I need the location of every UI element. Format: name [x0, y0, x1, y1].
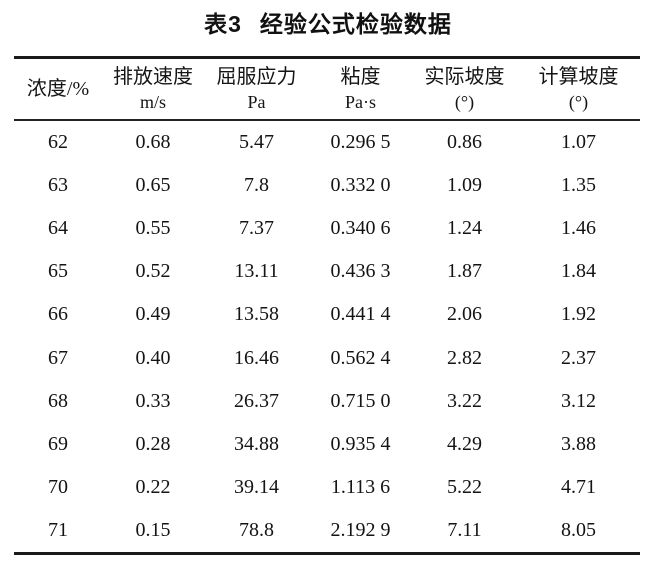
table-row: 64 0.55 7.37 0.340 6 1.24 1.46: [14, 207, 640, 250]
column-unit: Pa·s: [345, 91, 376, 112]
header-cell-calculated-slope: 计算坡度 (°): [517, 66, 640, 112]
table-cell: 3.12: [561, 389, 596, 412]
table-cell: 0.715 0: [330, 389, 391, 412]
table-body: 62 0.68 5.47 0.296 5 0.86 1.07 63 0.65 7.8 0.332 …: [14, 121, 640, 552]
table-cell: 5.22: [447, 475, 482, 498]
table-cell: 2.06: [447, 303, 482, 326]
table-cell: 1.24: [447, 217, 482, 240]
table-number: 表3: [204, 11, 242, 37]
table-cell: 0.86: [447, 131, 482, 154]
table-cell: 67: [48, 346, 68, 369]
column-label: 计算坡度: [538, 66, 619, 89]
table-cell: 13.58: [234, 303, 279, 326]
table-cell: 0.40: [135, 346, 171, 369]
table-cell: 78.8: [239, 518, 274, 541]
table-cell: 1.09: [447, 174, 482, 197]
column-unit: m/s: [139, 91, 166, 112]
column-label: 实际坡度: [424, 66, 505, 89]
table-cell: 0.49: [135, 303, 171, 326]
table-cell: 2.37: [561, 346, 596, 369]
table-cell: 7.11: [447, 518, 482, 541]
table-cell: 1.07: [561, 131, 596, 154]
table-cell: 16.46: [234, 346, 279, 369]
table-row: 68 0.33 26.37 0.715 0 3.22 3.12: [14, 380, 640, 423]
table-cell: 0.562 4: [330, 346, 391, 369]
table-row: 71 0.15 78.8 2.192 9 7.11 8.05: [14, 509, 640, 552]
table-cell: 0.28: [135, 432, 171, 455]
column-label: 浓度/%: [26, 77, 90, 100]
table-cell: 2.82: [447, 346, 482, 369]
table-row: 67 0.40 16.46 0.562 4 2.82 2.37: [14, 336, 640, 379]
data-table: 浓度/% 排放速度 m/s 屈服应力 Pa 粘度 Pa·s 实际坡度 (°) 计…: [14, 56, 640, 555]
table-cell: 1.46: [561, 217, 596, 240]
header-cell-actual-slope: 实际坡度 (°): [412, 66, 517, 112]
table-cell: 66: [48, 303, 68, 326]
table-cell: 0.340 6: [330, 217, 391, 240]
table-cell: 3.88: [561, 432, 596, 455]
table-cell: 70: [48, 475, 68, 498]
table-cell: 0.22: [135, 475, 171, 498]
table-header-row: 浓度/% 排放速度 m/s 屈服应力 Pa 粘度 Pa·s 实际坡度 (°) 计…: [14, 59, 640, 121]
table-cell: 69: [48, 432, 68, 455]
table-row: 69 0.28 34.88 0.935 4 4.29 3.88: [14, 423, 640, 466]
table-cell: 1.113 6: [330, 475, 391, 498]
table-cell: 13.11: [234, 260, 279, 283]
table-cell: 0.436 3: [330, 260, 391, 283]
table-cell: 65: [48, 260, 68, 283]
table-cell: 0.296 5: [330, 131, 391, 154]
table-cell: 71: [48, 518, 68, 541]
header-cell-discharge-velocity: 排放速度 m/s: [102, 66, 204, 112]
table-cell: 68: [48, 389, 68, 412]
column-label: 屈服应力: [216, 66, 297, 89]
table-cell: 0.935 4: [330, 432, 391, 455]
column-label: 排放速度: [113, 66, 193, 89]
table-cell: 7.8: [244, 174, 269, 197]
table-cell: 0.15: [135, 518, 171, 541]
table-row: 63 0.65 7.8 0.332 0 1.09 1.35: [14, 164, 640, 207]
table-row: 62 0.68 5.47 0.296 5 0.86 1.07: [14, 121, 640, 164]
column-unit: Pa: [247, 91, 266, 112]
table-cell: 1.84: [561, 260, 596, 283]
table-cell: 1.87: [447, 260, 482, 283]
table-cell: 62: [48, 131, 68, 154]
table-cell: 63: [48, 174, 68, 197]
table-row: 70 0.22 39.14 1.113 6 5.22 4.71: [14, 466, 640, 509]
column-unit: (°): [454, 91, 475, 112]
table-cell: 0.68: [135, 131, 171, 154]
table-cell: 1.92: [561, 303, 596, 326]
table-cell: 3.22: [447, 389, 482, 412]
table-cell: 0.65: [135, 174, 171, 197]
table-title: 表3 经验公式检验数据: [0, 0, 656, 37]
header-cell-yield-stress: 屈服应力 Pa: [204, 66, 309, 112]
table-cell: 4.29: [447, 432, 482, 455]
table-cell: 34.88: [234, 432, 279, 455]
table-cell: 0.55: [135, 217, 171, 240]
table-row: 66 0.49 13.58 0.441 4 2.06 1.92: [14, 293, 640, 336]
table-cell: 8.05: [561, 518, 596, 541]
column-label: 粘度: [340, 66, 381, 89]
table-cell: 26.37: [234, 389, 279, 412]
table-cell: 0.332 0: [330, 174, 391, 197]
table-cell: 64: [48, 217, 68, 240]
table-cell: 0.441 4: [330, 303, 391, 326]
table-cell: 0.52: [135, 260, 171, 283]
table-cell: 4.71: [561, 475, 596, 498]
table-cell: 2.192 9: [330, 518, 391, 541]
table-cell: 5.47: [239, 131, 274, 154]
column-unit: (°): [568, 91, 589, 112]
header-cell-viscosity: 粘度 Pa·s: [309, 66, 412, 112]
table-cell: 0.33: [135, 389, 171, 412]
table-cell: 7.37: [239, 217, 274, 240]
table-cell: 39.14: [234, 475, 279, 498]
table-row: 65 0.52 13.11 0.436 3 1.87 1.84: [14, 250, 640, 293]
header-cell-concentration: 浓度/%: [14, 78, 102, 100]
table-title-text: 经验公式检验数据: [259, 11, 452, 37]
table-cell: 1.35: [561, 174, 596, 197]
